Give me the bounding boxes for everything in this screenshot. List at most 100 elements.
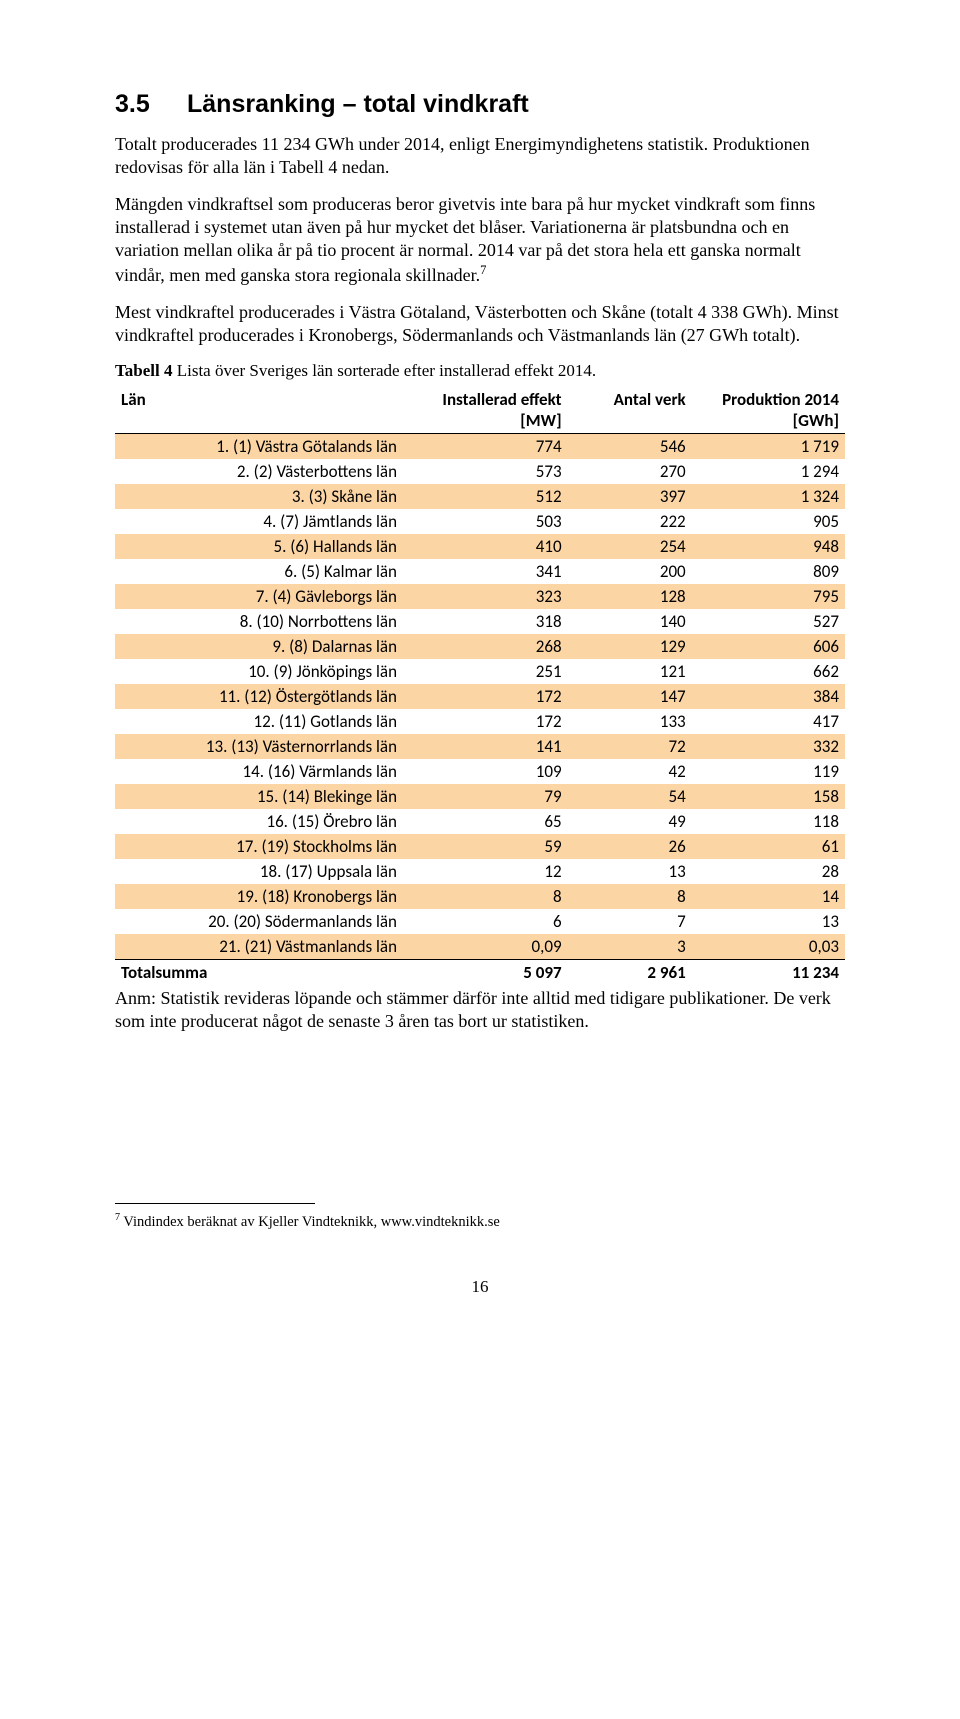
row-mw: 12 [407,859,568,884]
row-label: 13. (13) Västernorrlands län [115,734,407,759]
row-gwh: 119 [692,759,845,784]
row-gwh: 14 [692,884,845,909]
footnote-separator [115,1203,315,1204]
table-row: 21. (21) Västmanlands län0,0930,03 [115,934,845,960]
paragraph-2: Mängden vindkraftsel som produceras bero… [115,193,845,287]
row-mw: 573 [407,459,568,484]
row-verk: 546 [568,434,692,460]
table-row: 9. (8) Dalarnas län268129606 [115,634,845,659]
row-verk: 222 [568,509,692,534]
row-verk: 72 [568,734,692,759]
row-verk: 3 [568,934,692,960]
row-verk: 49 [568,809,692,834]
row-label: 15. (14) Blekinge län [115,784,407,809]
row-mw: 503 [407,509,568,534]
row-mw: 410 [407,534,568,559]
footnote-7: 7 Vindindex beräknat av Kjeller Vindtekn… [115,1212,845,1231]
row-mw: 109 [407,759,568,784]
row-gwh: 61 [692,834,845,859]
row-gwh: 606 [692,634,845,659]
page-number: 16 [115,1277,845,1297]
row-gwh: 384 [692,684,845,709]
table-row: 15. (14) Blekinge län7954158 [115,784,845,809]
row-mw: 141 [407,734,568,759]
total-mw: 5 097 [407,960,568,986]
row-mw: 774 [407,434,568,460]
table-row: 13. (13) Västernorrlands län14172332 [115,734,845,759]
row-gwh: 13 [692,909,845,934]
row-label: 18. (17) Uppsala län [115,859,407,884]
row-gwh: 158 [692,784,845,809]
table-row: 7. (4) Gävleborgs län323128795 [115,584,845,609]
row-label: 5. (6) Hallands län [115,534,407,559]
row-verk: 200 [568,559,692,584]
row-verk: 133 [568,709,692,734]
row-mw: 268 [407,634,568,659]
table-row: 20. (20) Södermanlands län6713 [115,909,845,934]
paragraph-2-text: Mängden vindkraftsel som produceras bero… [115,194,815,285]
row-verk: 13 [568,859,692,884]
row-gwh: 417 [692,709,845,734]
table-row: 19. (18) Kronobergs län8814 [115,884,845,909]
row-label: 2. (2) Västerbottens län [115,459,407,484]
paragraph-1: Totalt producerades 11 234 GWh under 201… [115,133,845,179]
table-caption-text: Lista över Sveriges län sorterade efter … [172,361,596,380]
row-label: 3. (3) Skåne län [115,484,407,509]
row-verk: 397 [568,484,692,509]
table-total-row: Totalsumma5 0972 96111 234 [115,960,845,986]
table-row: 3. (3) Skåne län5123971 324 [115,484,845,509]
row-mw: 318 [407,609,568,634]
row-mw: 65 [407,809,568,834]
row-verk: 7 [568,909,692,934]
row-mw: 251 [407,659,568,684]
table-row: 2. (2) Västerbottens län5732701 294 [115,459,845,484]
total-label: Totalsumma [115,960,407,986]
table-row: 10. (9) Jönköpings län251121662 [115,659,845,684]
row-verk: 121 [568,659,692,684]
row-mw: 59 [407,834,568,859]
table-note: Anm: Statistik revideras löpande och stä… [115,987,845,1033]
row-gwh: 948 [692,534,845,559]
footnote-text: Vindindex beräknat av Kjeller Vindteknik… [120,1214,500,1230]
row-gwh: 662 [692,659,845,684]
row-gwh: 527 [692,609,845,634]
row-gwh: 809 [692,559,845,584]
county-ranking-table: Län Installerad effekt [MW] Antal verk P… [115,387,845,985]
row-label: 8. (10) Norrbottens län [115,609,407,634]
row-verk: 140 [568,609,692,634]
row-gwh: 332 [692,734,845,759]
row-mw: 0,09 [407,934,568,960]
row-label: 10. (9) Jönköpings län [115,659,407,684]
row-gwh: 118 [692,809,845,834]
row-label: 11. (12) Östergötlands län [115,684,407,709]
table-caption: Tabell 4 Lista över Sveriges län sortera… [115,361,845,381]
row-verk: 54 [568,784,692,809]
row-label: 17. (19) Stockholms län [115,834,407,859]
table-row: 16. (15) Örebro län6549118 [115,809,845,834]
row-mw: 512 [407,484,568,509]
row-verk: 147 [568,684,692,709]
row-mw: 323 [407,584,568,609]
table-row: 4. (7) Jämtlands län503222905 [115,509,845,534]
row-verk: 254 [568,534,692,559]
row-verk: 8 [568,884,692,909]
row-gwh: 795 [692,584,845,609]
col-header-lan: Län [115,387,407,434]
table-row: 5. (6) Hallands län410254948 [115,534,845,559]
total-verk: 2 961 [568,960,692,986]
table-header-row: Län Installerad effekt [MW] Antal verk P… [115,387,845,434]
row-label: 14. (16) Värmlands län [115,759,407,784]
row-verk: 26 [568,834,692,859]
table-caption-label: Tabell 4 [115,361,172,380]
row-gwh: 0,03 [692,934,845,960]
row-gwh: 905 [692,509,845,534]
row-label: 1. (1) Västra Götalands län [115,434,407,460]
row-verk: 129 [568,634,692,659]
row-label: 4. (7) Jämtlands län [115,509,407,534]
row-mw: 79 [407,784,568,809]
table-row: 18. (17) Uppsala län121328 [115,859,845,884]
section-title: Länsranking – total vindkraft [187,90,529,118]
row-gwh: 1 324 [692,484,845,509]
paragraph-3: Mest vindkraftel producerades i Västra G… [115,301,845,347]
footnote-ref-7: 7 [480,263,486,277]
